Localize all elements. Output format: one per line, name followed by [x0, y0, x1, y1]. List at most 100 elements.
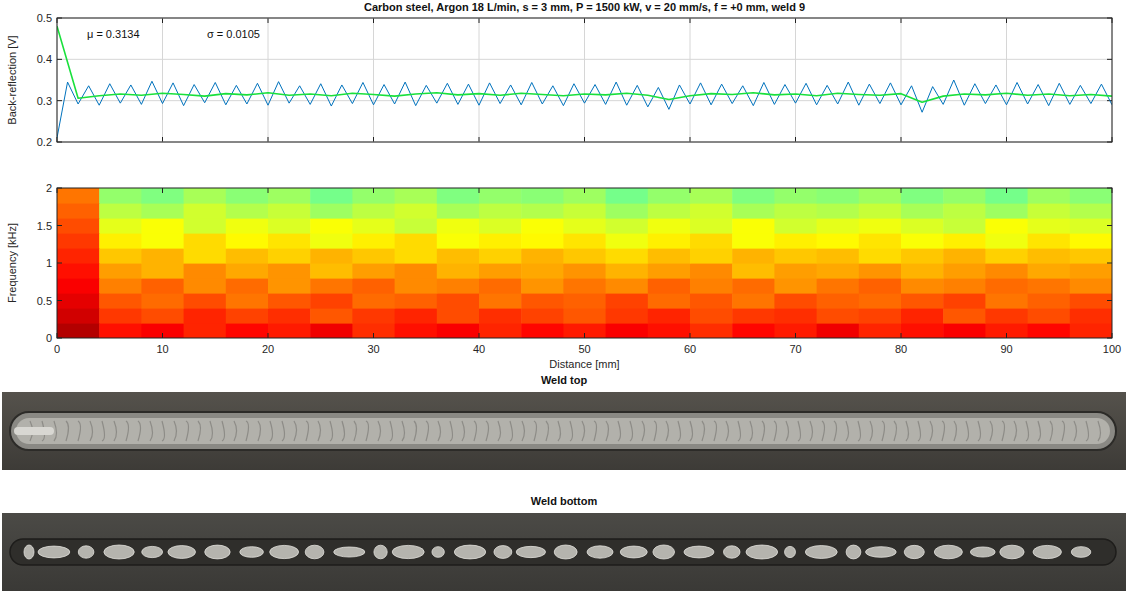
weld-ripple: [1050, 421, 1053, 441]
heatmap-cell: [184, 203, 227, 219]
tick: [373, 18, 374, 23]
root-bead: [205, 545, 230, 559]
heatmap-cell: [901, 233, 944, 249]
heatmap-cell: [141, 263, 184, 279]
root-bead: [240, 547, 264, 558]
heatmap-cell: [268, 278, 311, 294]
heatmap-cell: [395, 308, 438, 324]
root-bead: [305, 545, 324, 559]
heatmap-cell: [268, 233, 311, 249]
root-bead: [1000, 545, 1024, 559]
heatmap-cell: [732, 218, 775, 234]
heatmap-cell: [774, 293, 817, 309]
heatmap-cell: [437, 278, 480, 294]
root-bead: [270, 545, 299, 558]
heatmap-cell: [774, 233, 817, 249]
plot-frame: [57, 188, 1112, 338]
heatmap-cell: [774, 203, 817, 219]
heatmap-cell: [817, 218, 860, 234]
tick: [162, 333, 163, 338]
root-bead: [684, 546, 714, 558]
tick: [1006, 333, 1007, 338]
heatmap-cell: [352, 278, 395, 294]
heatmap-cell: [437, 323, 480, 338]
weld-ripple: [966, 421, 969, 441]
root-bead: [1071, 547, 1091, 558]
weld-ripple: [870, 421, 873, 441]
heatmap-cell: [184, 218, 227, 234]
tick: [57, 300, 62, 301]
heatmap-cell: [395, 203, 438, 219]
heatmap-cell: [817, 233, 860, 249]
tick-label: 0.4: [37, 53, 52, 65]
heatmap-cell: [310, 263, 353, 279]
heatmap-cell: [648, 233, 691, 249]
heatmap-cell: [521, 203, 564, 219]
weld-ripple: [630, 421, 633, 441]
heatmap-cell: [99, 263, 142, 279]
heatmap-cell: [690, 218, 733, 234]
weld-ripple: [810, 421, 813, 441]
heatmap-cell: [268, 263, 311, 279]
root-bead: [24, 545, 34, 559]
weld-ripple: [534, 421, 537, 441]
photo-title: Weld bottom: [531, 495, 598, 507]
heatmap-cell: [310, 188, 353, 204]
weld-ripple: [318, 421, 321, 441]
weld-ripple: [930, 421, 933, 441]
grid-line: [373, 18, 374, 142]
heatmap-cell: [943, 278, 986, 294]
grid-line: [268, 18, 269, 142]
weld-ripple: [210, 421, 213, 441]
heatmap-cell: [817, 263, 860, 279]
heatmap: [57, 188, 1112, 338]
heatmap-cell: [57, 278, 100, 294]
heatmap-cell: [563, 218, 606, 234]
heatmap-cell: [57, 188, 100, 204]
heatmap-cell: [226, 188, 269, 204]
tick: [584, 188, 585, 193]
plot-area: [57, 18, 1112, 142]
heatmap-cell: [648, 323, 691, 338]
heatmap-cell: [310, 248, 353, 264]
heatmap-cell: [648, 308, 691, 324]
heatmap-cell: [57, 308, 100, 324]
tick: [479, 18, 480, 23]
heatmap-cell: [141, 323, 184, 338]
axis-title: Distance [mm]: [549, 358, 619, 370]
grid-line: [162, 18, 163, 142]
weld-root: [10, 539, 1116, 565]
weld-ripple: [594, 421, 597, 441]
heatmap-cell: [310, 308, 353, 324]
heatmap-cell: [985, 278, 1028, 294]
heatmap-cell: [57, 293, 100, 309]
tick: [901, 188, 902, 193]
weld-ripple: [642, 421, 645, 441]
tick: [162, 18, 163, 23]
heatmap-cell: [774, 278, 817, 294]
heatmap-cell: [648, 293, 691, 309]
weld-ripple: [498, 421, 501, 441]
tick: [584, 333, 585, 338]
weld-ripple: [474, 421, 477, 441]
weld-ripple: [462, 421, 465, 441]
heatmap-cell: [99, 203, 142, 219]
heatmap-cell: [606, 293, 649, 309]
root-bead: [494, 546, 512, 559]
axis-title: Back-reflection [V]: [6, 35, 18, 124]
heatmap-cell: [859, 188, 902, 204]
grid-line: [479, 18, 480, 142]
heatmap-cell: [563, 278, 606, 294]
heatmap-cell: [1028, 323, 1071, 338]
heatmap-cell: [901, 203, 944, 219]
heatmap-cell: [648, 188, 691, 204]
weld-ripple: [294, 421, 297, 441]
heatmap-cell: [226, 323, 269, 338]
heatmap-cell: [57, 233, 100, 249]
heatmap-cell: [817, 323, 860, 338]
heatmap-cell: [479, 323, 522, 338]
heatmap-cell: [648, 203, 691, 219]
heatmap-cell: [690, 263, 733, 279]
tick: [373, 188, 374, 193]
heatmap-cell: [352, 293, 395, 309]
